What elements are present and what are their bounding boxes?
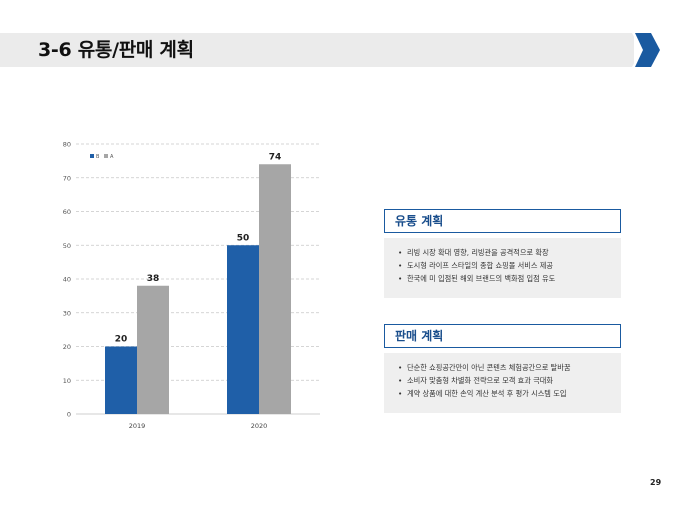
sales-plan-panel: 단순한 쇼핑공간만이 아닌 콘텐츠 체험공간으로 탈바꿈 소비자 맞춤형 차별화… — [384, 353, 621, 413]
bar-A-2019 — [137, 285, 169, 414]
page-number: 29 — [650, 478, 662, 487]
data-label: 74 — [269, 152, 282, 162]
data-label: 20 — [115, 335, 128, 345]
y-tick-label: 50 — [63, 242, 71, 250]
legend-label: B — [96, 154, 100, 160]
sales-plan-heading: 판매 계획 — [384, 324, 621, 348]
y-tick-label: 60 — [63, 208, 71, 216]
data-label: 38 — [147, 274, 160, 284]
y-tick-label: 30 — [63, 309, 71, 317]
y-tick-label: 0 — [67, 411, 71, 419]
x-tick-label: 2019 — [129, 422, 146, 430]
list-item: 한국에 미 입점된 해외 브랜드의 백화점 입점 유도 — [398, 272, 621, 285]
list-item: 소비자 맞춤형 차별화 전략으로 모객 효과 극대화 — [398, 374, 621, 387]
distribution-plan-panel: 리빙 시장 확대 영향, 리빙관을 공격적으로 확장 도시형 라이프 스타일의 … — [384, 238, 621, 298]
chevron-right-icon — [632, 33, 660, 67]
bar-B-2019 — [105, 346, 137, 414]
list-item: 리빙 시장 확대 영향, 리빙관을 공격적으로 확장 — [398, 246, 621, 259]
bar-A-2020 — [259, 164, 291, 414]
y-tick-label: 70 — [63, 174, 71, 182]
y-tick-label: 40 — [63, 276, 71, 284]
page-title: 3-6 유통/판매 계획 — [38, 39, 194, 61]
bar-chart: 0 10 20 30 40 50 60 70 80 20 38 2019 50 74 2020 B A — [63, 141, 320, 430]
list-item: 계약 상품에 대한 손익 계산 분석 후 평가 시스템 도입 — [398, 387, 621, 400]
legend-swatch — [104, 154, 108, 158]
title-band — [0, 33, 634, 67]
y-tick-label: 80 — [63, 141, 71, 149]
list-item: 도시형 라이프 스타일의 종합 쇼핑몰 서비스 제공 — [398, 259, 621, 272]
y-tick-label: 10 — [63, 377, 71, 385]
bar-B-2020 — [227, 245, 259, 414]
distribution-plan-heading: 유통 계획 — [384, 209, 621, 233]
data-label: 50 — [237, 233, 250, 243]
legend-swatch — [90, 154, 94, 158]
x-tick-label: 2020 — [251, 422, 268, 430]
legend-label: A — [110, 154, 114, 160]
y-tick-label: 20 — [63, 343, 71, 351]
list-item: 단순한 쇼핑공간만이 아닌 콘텐츠 체험공간으로 탈바꿈 — [398, 361, 621, 374]
